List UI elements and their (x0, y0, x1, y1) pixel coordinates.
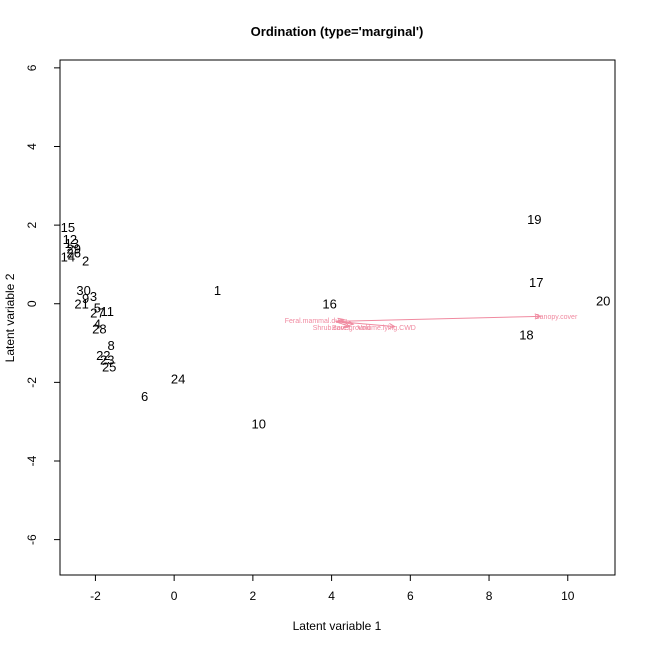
env-arrow-head (343, 321, 351, 328)
env-arrow-head (347, 320, 355, 327)
y-axis-label: Latent variable 2 (3, 273, 17, 362)
env-arrow-label: Feral.mammal.dung (285, 318, 347, 325)
site-point-label: 21 (74, 297, 88, 312)
x-axis-label: Latent variable 1 (293, 619, 382, 633)
env-arrow-line (335, 320, 350, 328)
site-point-label: 9 (82, 291, 89, 306)
env-arrows: Canopy.cover Feral.mammal.dungBare.ground… (285, 313, 578, 332)
site-point-label: 29 (67, 242, 81, 257)
site-point-label: 8 (108, 338, 115, 353)
env-arrow-label: Volume.lying.CWD (358, 325, 416, 332)
site-point-label: 11 (100, 304, 114, 319)
site-point-label: 23 (100, 353, 114, 368)
site-point-label: 27 (90, 305, 104, 320)
env-arrow-label: Canopy.cover (535, 314, 578, 321)
site-point-label: 1 (214, 283, 221, 298)
env-arrow-head (388, 323, 396, 330)
site-point-label: 4 (94, 316, 101, 331)
site-point-label: 16 (322, 297, 336, 312)
plot-frame (59, 59, 616, 576)
x-tick-label: 0 (171, 589, 178, 603)
x-tick-label: -2 (90, 589, 101, 603)
site-point-label: 2 (82, 253, 89, 268)
env-arrow-line (335, 315, 541, 322)
env-arrow-line (335, 320, 395, 328)
x-tick-label: 10 (561, 589, 575, 603)
site-point-label: 3 (90, 289, 97, 304)
y-tick-label: -2 (25, 377, 39, 388)
y-tick-label: 0 (25, 300, 39, 307)
site-point-label: 14 (61, 250, 75, 265)
site-point-label: 25 (102, 360, 116, 375)
x-tick-label: 4 (328, 589, 335, 603)
env-arrow-label: Bare.ground (332, 325, 371, 332)
site-point-label: 17 (529, 275, 543, 290)
env-arrow-head (534, 313, 542, 320)
x-tick-label: 6 (407, 589, 414, 603)
x-tick-label: 2 (250, 589, 257, 603)
site-point-label: 18 (519, 327, 533, 342)
y-tick-label: 6 (25, 64, 39, 71)
site-point-label: 22 (96, 348, 110, 363)
site-point-label: 15 (61, 220, 75, 235)
env-arrow-label: Shrub.cover (313, 325, 351, 332)
site-point-label: 28 (92, 322, 106, 337)
y-tick-label: 4 (25, 143, 39, 150)
chart-title: Ordination (type='marginal') (251, 24, 424, 39)
site-point-label: 19 (527, 212, 541, 227)
y-tick-label: 2 (25, 221, 39, 228)
site-point-label: 10 (252, 417, 266, 432)
site-point-label: 13 (65, 236, 79, 251)
site-point-label: 24 (171, 371, 185, 386)
site-point-label: 30 (76, 283, 90, 298)
site-point-label: 26 (67, 246, 81, 261)
y-tick-label: -6 (25, 534, 39, 545)
y-tick-label: -4 (25, 455, 39, 466)
site-point-label: 20 (596, 294, 610, 309)
site-point-label: 6 (141, 389, 148, 404)
x-tick-label: 8 (486, 589, 493, 603)
site-point-label: 12 (63, 232, 77, 247)
site-point-label: 5 (94, 301, 101, 316)
